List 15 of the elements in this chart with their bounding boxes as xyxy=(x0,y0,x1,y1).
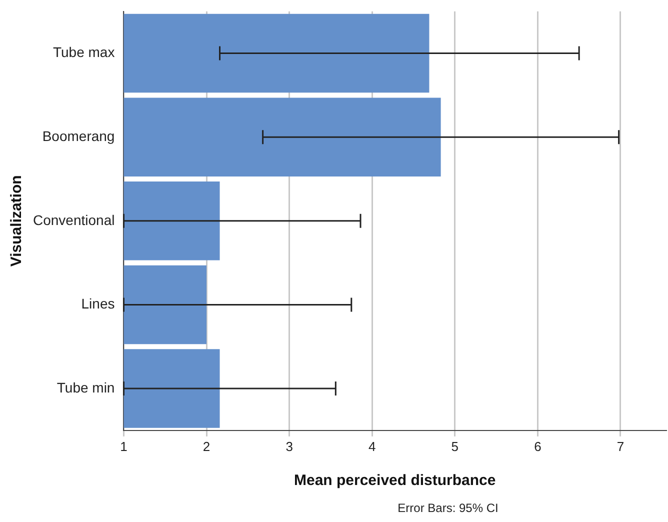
text: Error Bars: 95% CI xyxy=(398,501,498,515)
x-tick-label: 4 xyxy=(368,438,376,454)
y-tick-label: Conventional xyxy=(32,212,115,228)
x-tick-label: 6 xyxy=(534,438,542,454)
x-axis-title: Mean perceived disturbance xyxy=(294,472,496,490)
y-axis-title: Visualization xyxy=(8,175,26,267)
y-tick-label: Tube min xyxy=(56,379,115,396)
y-tick-label: Tube max xyxy=(52,44,115,60)
y-tick-label: Lines xyxy=(81,296,115,312)
x-tick-label: 7 xyxy=(616,438,624,454)
y-tick-label: Boomerang xyxy=(42,128,115,144)
x-tick-label: 1 xyxy=(120,438,128,454)
x-tick-label: 3 xyxy=(286,438,293,454)
x-tick-label: 2 xyxy=(202,438,210,454)
x-tick-label: 5 xyxy=(451,438,458,454)
